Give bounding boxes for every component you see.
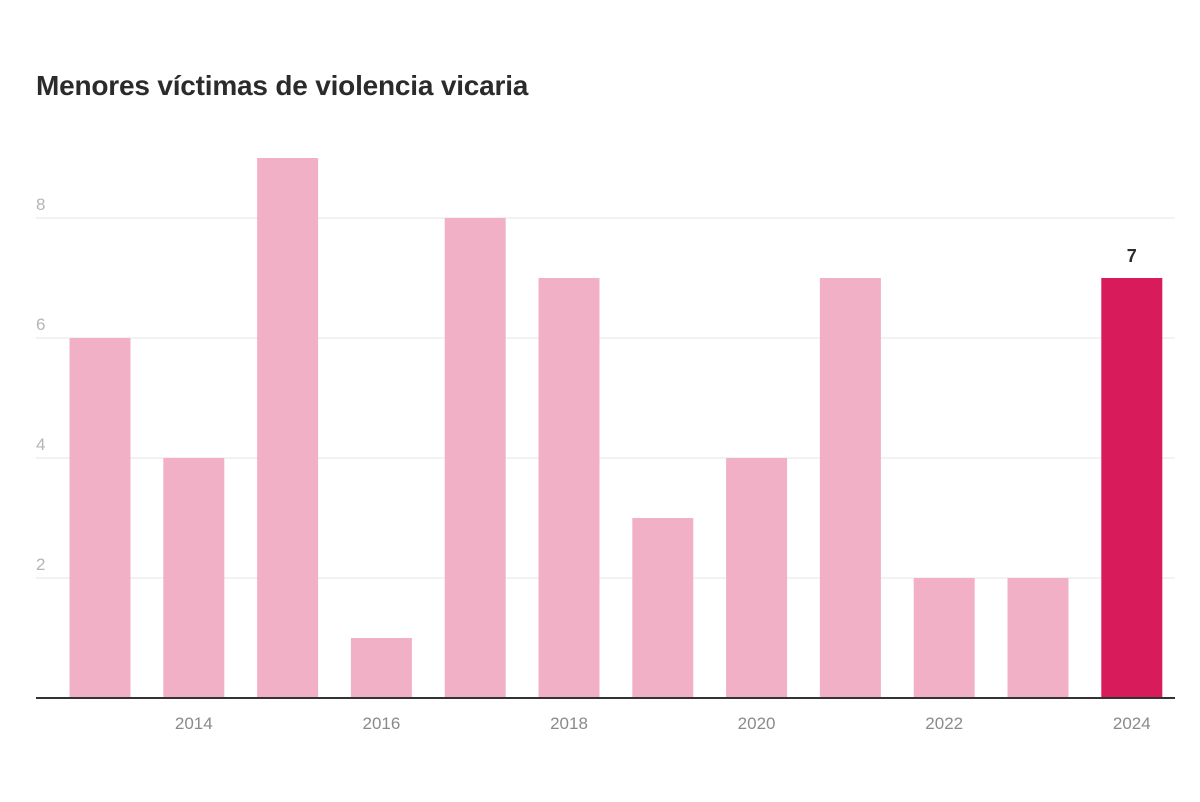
gridlines — [36, 217, 1175, 579]
x-tick-label: 2018 — [550, 714, 588, 733]
bar-2021 — [819, 278, 881, 698]
bar-2017 — [444, 218, 506, 698]
bar-2019 — [632, 518, 694, 698]
data-label-2024: 7 — [1127, 246, 1137, 266]
bars — [69, 158, 1163, 698]
y-axis-ticks: 2 4 6 8 — [36, 195, 45, 574]
x-tick-label: 2016 — [362, 714, 400, 733]
y-tick-label: 2 — [36, 555, 45, 574]
bar-2014 — [163, 458, 225, 698]
x-tick-label: 2014 — [175, 714, 213, 733]
bar-2018 — [538, 278, 600, 698]
bar-2015 — [257, 158, 319, 698]
bar-2020 — [726, 458, 788, 698]
y-tick-label: 8 — [36, 195, 45, 214]
bar-2013 — [69, 338, 131, 698]
y-tick-label: 6 — [36, 315, 45, 334]
bar-2022 — [913, 578, 975, 698]
x-tick-label: 2024 — [1113, 714, 1151, 733]
bar-2016 — [350, 638, 412, 698]
data-labels: 7 — [1127, 246, 1137, 266]
bar-2024 — [1101, 278, 1163, 698]
chart-title: Menores víctimas de violencia vicaria — [36, 70, 529, 101]
bar-2023 — [1007, 578, 1069, 698]
x-axis-ticks: 2014 2016 2018 2020 2022 2024 — [175, 714, 1151, 733]
x-tick-label: 2020 — [738, 714, 776, 733]
x-tick-label: 2022 — [925, 714, 963, 733]
y-tick-label: 4 — [36, 435, 45, 454]
